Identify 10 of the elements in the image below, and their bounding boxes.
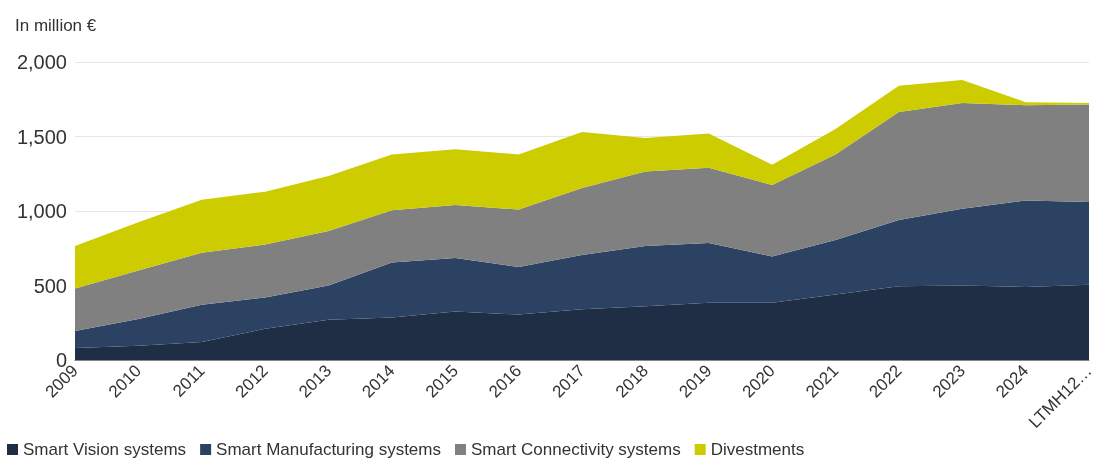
legend-label: Smart Vision systems (23, 440, 187, 459)
y-tick-label: 1,500 (16, 125, 67, 148)
legend-label: Divestments (710, 440, 805, 459)
legend-label: Smart Manufacturing systems (216, 440, 441, 459)
y-tick-label: 500 (33, 274, 67, 297)
y-tick-label: 0 (55, 349, 67, 371)
y-tick-label: 2,000 (16, 51, 67, 73)
y-axis-title: In million € (15, 16, 97, 35)
legend-label: Smart Connectivity systems (470, 440, 681, 459)
y-tick-label: 1,000 (16, 200, 67, 222)
